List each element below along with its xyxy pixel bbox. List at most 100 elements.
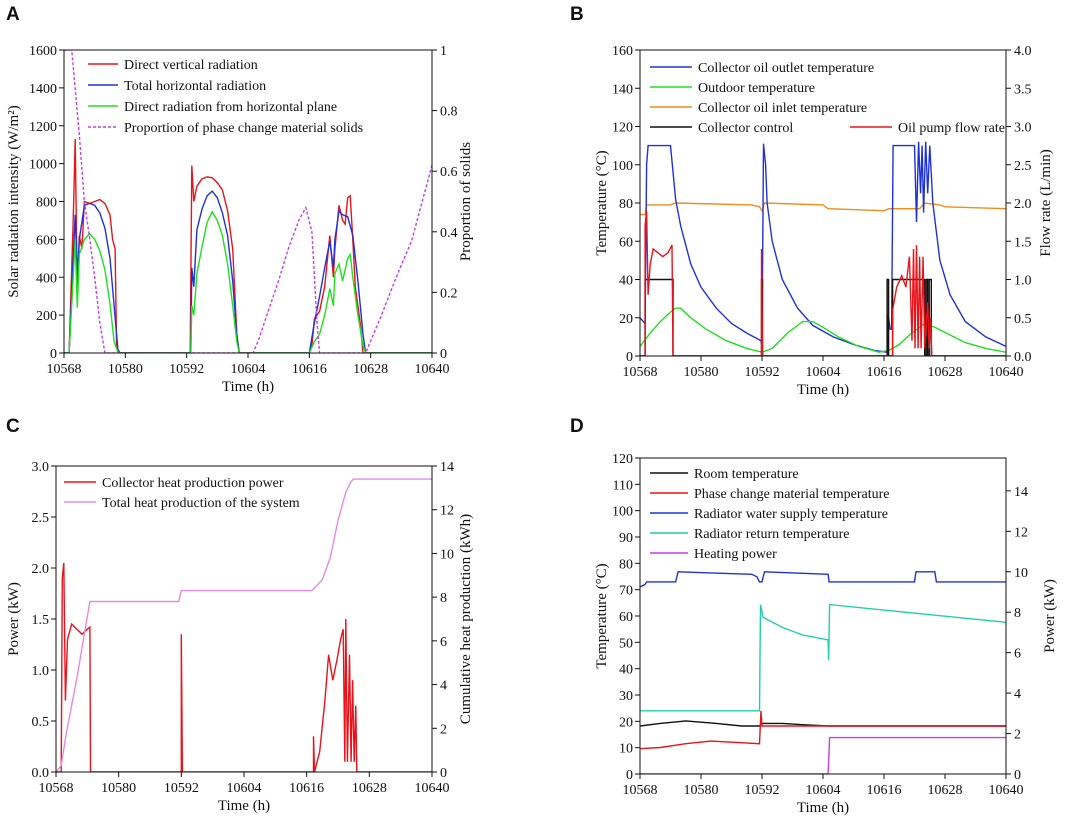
x-tick-label: 10616 (289, 781, 324, 796)
series-line-collector-heat-production-power (56, 562, 432, 772)
x-tick-label: 10580 (684, 365, 719, 380)
legend-label: Collector heat production power (102, 476, 284, 491)
y-right-tick-label: 4 (1014, 687, 1021, 702)
y-tick-label: 60 (619, 235, 633, 250)
y-right-axis-label: Cumulative heat production (kWh) (458, 514, 474, 724)
x-tick-label: 10568 (47, 362, 82, 377)
y-tick-label: 0 (50, 347, 57, 362)
y-tick-label: 10 (619, 742, 633, 757)
x-tick-label: 10592 (745, 783, 780, 798)
x-tick-label: 10640 (415, 362, 450, 377)
y-tick-label: 1200 (29, 120, 57, 135)
panel-label-d: D (570, 416, 584, 437)
legend-label: Radiator return temperature (694, 527, 849, 542)
y-right-tick-label: 12 (440, 504, 454, 519)
y-right-tick-label: 2.5 (1014, 159, 1032, 174)
series-line-phase-change-material-temperature (640, 710, 1006, 750)
legend-label: Phase change material temperature (694, 487, 890, 502)
legend-label: Total horizontal radiation (124, 79, 266, 94)
x-axis-label: Time (h) (218, 798, 270, 814)
series-line-proportion-of-phase-change-material-solids (64, 50, 432, 353)
y-right-tick-label: 14 (1014, 485, 1028, 500)
y-right-tick-label: 2 (440, 722, 447, 737)
y-tick-label: 0.5 (32, 715, 50, 730)
legend-label: Heating power (694, 547, 777, 562)
y-right-axis-label: Power (kW) (1042, 579, 1058, 653)
y-right-tick-label: 2 (1014, 728, 1021, 743)
series-line-outdoor-temperature (640, 307, 1006, 353)
x-tick-label: 10640 (415, 781, 450, 796)
series-line-total-horizontal-radiation (64, 190, 432, 353)
y-right-tick-label: 0.5 (1014, 312, 1032, 327)
panel-d: D 10568 10580 10592 10604 10616 10628 10640010… (570, 416, 1058, 816)
y-right-tick-label: 8 (1014, 606, 1021, 621)
legend-label: Radiator water supply temperature (694, 507, 888, 522)
y-tick-label: 1600 (29, 44, 57, 59)
legend-label: Direct radiation from horizontal plane (124, 100, 337, 115)
y-right-tick-label: 0.2 (440, 286, 458, 301)
legend-label: Proportion of phase change material soli… (124, 121, 363, 136)
y-tick-label: 40 (619, 274, 633, 289)
y-right-tick-label: 2.0 (1014, 197, 1032, 212)
y-right-tick-label: 1 (440, 44, 447, 59)
series-line-total-heat-production-of-the-system (56, 478, 432, 772)
x-tick-label: 10604 (806, 365, 841, 380)
panel-c: C 10568 10580 10592 10604 10616 10628 106400.0… (6, 416, 474, 814)
legend-label: Outdoor temperature (698, 81, 815, 96)
plot-frame (63, 49, 433, 354)
x-tick-label: 10640 (989, 365, 1024, 380)
legend-label: Oil pump flow rate (898, 121, 1005, 136)
panel-b: B 10568 10580 10592 10604 10616 10628 10640 0 20… (570, 4, 1054, 398)
y-tick-label: 200 (36, 309, 57, 324)
x-tick-label: 10616 (867, 783, 902, 798)
y-tick-label: 0 (626, 768, 633, 783)
legend-label: Room temperature (694, 467, 799, 482)
y-axis-label: Temperature (°C) (594, 563, 610, 668)
x-tick-label: 10604 (227, 781, 262, 796)
series-line-collector-oil-inlet-temperature (640, 202, 1006, 216)
y-tick-label: 100 (612, 159, 633, 174)
y-tick-label: 70 (619, 584, 633, 599)
panel-a: A 10568 10580 10592 10604 10616 10628 10640020… (6, 4, 474, 395)
y-tick-label: 1.5 (32, 613, 50, 628)
x-tick-label: 10604 (231, 362, 266, 377)
y-tick-label: 600 (36, 233, 57, 248)
y-tick-label: 2.0 (32, 562, 50, 577)
y-axis-label: Temperature (°C) (594, 150, 610, 255)
y-tick-label: 80 (619, 557, 633, 572)
x-tick-label: 10616 (867, 365, 902, 380)
x-tick-label: 10592 (164, 781, 199, 796)
x-tick-label: 10616 (292, 362, 327, 377)
y-axis-label: Solar radiation intensity (W/m²) (6, 105, 22, 297)
y-tick-label: 60 (619, 610, 633, 625)
y-tick-label: 400 (36, 271, 57, 286)
x-tick-label: 10580 (108, 362, 143, 377)
y-tick-label: 160 (612, 44, 633, 59)
y-tick-label: 100 (612, 505, 633, 520)
x-axis-label: Time (h) (222, 379, 274, 395)
legend-label: Direct vertical radiation (124, 58, 258, 73)
x-tick-label: 10592 (169, 362, 204, 377)
legend-label: Collector control (698, 121, 793, 136)
panel-label-c: C (6, 416, 20, 437)
y-right-tick-label: 0.6 (440, 165, 458, 180)
x-tick-label: 10568 (39, 781, 74, 796)
y-tick-label: 110 (613, 478, 633, 493)
y-tick-label: 20 (619, 715, 633, 730)
x-tick-label: 10628 (353, 362, 388, 377)
y-right-tick-label: 1.5 (1014, 235, 1032, 250)
y-right-tick-label: 8 (440, 591, 447, 606)
series-line-direct-vertical-radiation (64, 138, 432, 353)
y-right-tick-label: 10 (440, 547, 454, 562)
y-tick-label: 30 (619, 689, 633, 704)
x-tick-label: 10580 (101, 781, 136, 796)
y-tick-label: 140 (612, 82, 633, 97)
y-right-tick-label: 4 (440, 679, 447, 694)
legend-label: Total heat production of the system (102, 496, 300, 511)
y-right-tick-label: 14 (440, 460, 454, 475)
y-tick-label: 3.0 (32, 460, 50, 475)
y-right-tick-label: 3.0 (1014, 121, 1032, 136)
y-tick-label: 1400 (29, 82, 57, 97)
y-right-axis-label: Flow rate (L/min) (1038, 149, 1054, 256)
